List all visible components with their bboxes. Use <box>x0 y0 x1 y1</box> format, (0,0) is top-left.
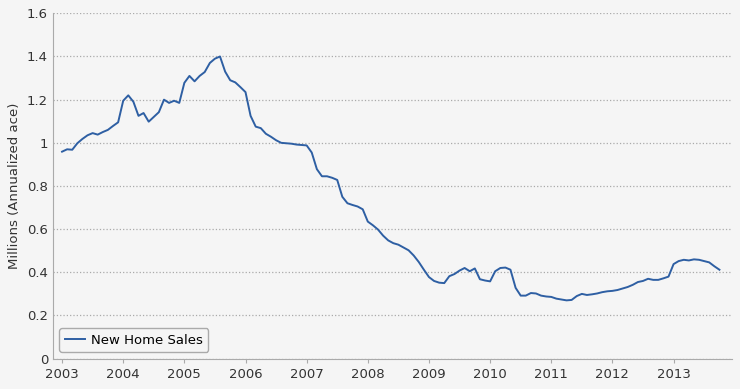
New Home Sales <box>215 54 224 59</box>
New Home Sales <box>343 201 352 205</box>
New Home Sales <box>58 149 67 154</box>
Legend: New Home Sales: New Home Sales <box>59 328 208 352</box>
New Home Sales <box>562 298 571 303</box>
Y-axis label: Millions (Annualized ace): Millions (Annualized ace) <box>8 103 21 269</box>
New Home Sales <box>496 266 505 270</box>
New Home Sales <box>582 293 591 297</box>
New Home Sales <box>547 294 556 299</box>
New Home Sales <box>404 248 413 252</box>
Line: New Home Sales: New Home Sales <box>62 56 719 300</box>
New Home Sales <box>241 90 250 95</box>
New Home Sales <box>715 267 724 272</box>
